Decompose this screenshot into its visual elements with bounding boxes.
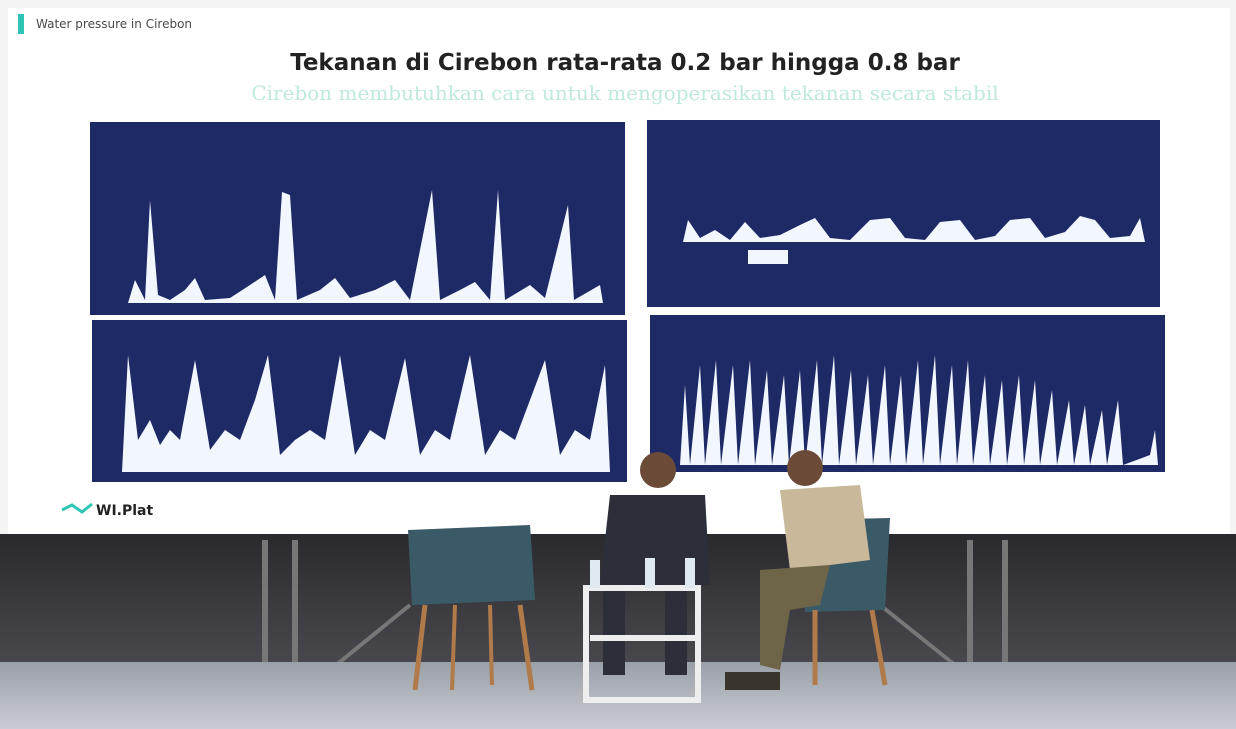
slide-tag: Water pressure in Cirebon (36, 17, 192, 31)
dashboard-panel (90, 122, 625, 315)
dashboard-panel (647, 120, 1160, 307)
dashboard-panel (650, 315, 1165, 472)
photo: Water pressure in Cirebon Tekanan di Cir… (0, 0, 1236, 729)
page: Water pressure in Cirebon Tekanan di Cir… (0, 0, 1236, 729)
slide-title: Tekanan di Cirebon rata-rata 0.2 bar hin… (290, 50, 960, 76)
logo: WI.Plat (96, 503, 153, 519)
tag-marker (18, 14, 24, 34)
slide-subtitle: Cirebon membutuhkan cara untuk mengopera… (251, 81, 998, 105)
dashboard-panel (92, 320, 627, 482)
